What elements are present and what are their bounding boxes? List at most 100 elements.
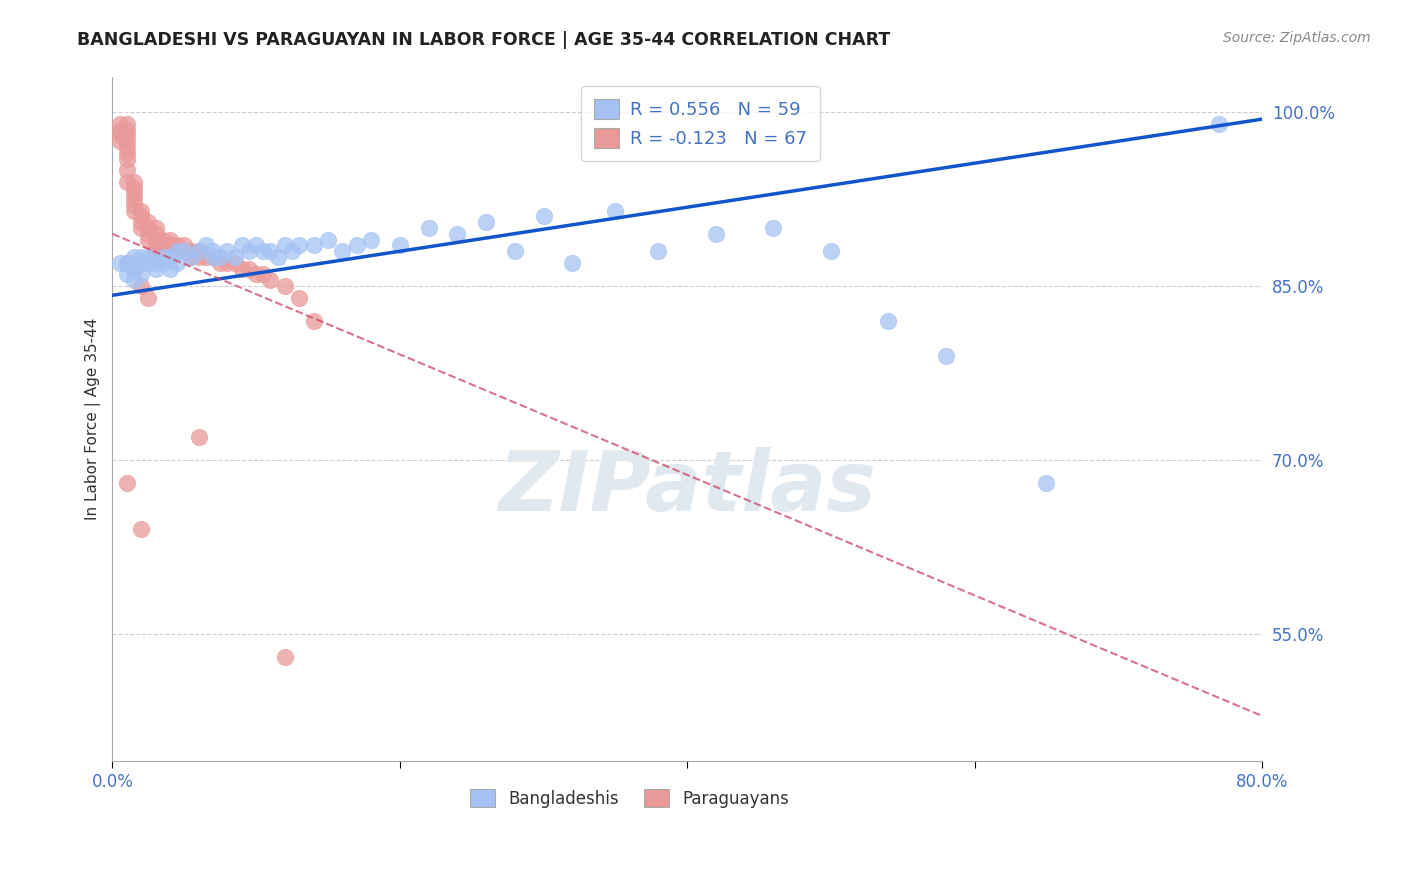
Point bbox=[475, 215, 498, 229]
Point bbox=[194, 250, 217, 264]
Point bbox=[159, 233, 181, 247]
Point bbox=[152, 244, 174, 259]
Point bbox=[152, 256, 174, 270]
Point bbox=[388, 238, 411, 252]
Point bbox=[201, 250, 224, 264]
Text: Source: ZipAtlas.com: Source: ZipAtlas.com bbox=[1223, 31, 1371, 45]
Point bbox=[187, 250, 209, 264]
Point bbox=[201, 250, 224, 264]
Point bbox=[245, 268, 267, 282]
Point bbox=[238, 244, 260, 259]
Legend: Bangladeshis, Paraguayans: Bangladeshis, Paraguayans bbox=[464, 783, 796, 814]
Point bbox=[201, 244, 224, 259]
Point bbox=[129, 203, 152, 218]
Point bbox=[138, 227, 160, 241]
Point bbox=[187, 430, 209, 444]
Point bbox=[209, 256, 232, 270]
Point bbox=[115, 256, 138, 270]
Point bbox=[122, 198, 145, 212]
Point bbox=[533, 210, 555, 224]
Point bbox=[138, 233, 160, 247]
Point bbox=[145, 244, 167, 259]
Point bbox=[115, 175, 138, 189]
Point bbox=[224, 250, 246, 264]
Point bbox=[274, 279, 297, 293]
Point bbox=[288, 291, 311, 305]
Point bbox=[605, 203, 627, 218]
Point bbox=[122, 261, 145, 276]
Point bbox=[360, 233, 382, 247]
Point bbox=[159, 250, 181, 264]
Point bbox=[173, 238, 195, 252]
Point bbox=[238, 261, 260, 276]
Point bbox=[145, 261, 167, 276]
Point bbox=[217, 244, 239, 259]
Point bbox=[1035, 475, 1057, 490]
Point bbox=[180, 244, 202, 259]
Y-axis label: In Labor Force | Age 35-44: In Labor Force | Age 35-44 bbox=[86, 318, 101, 520]
Point bbox=[152, 238, 174, 252]
Point bbox=[217, 256, 239, 270]
Point bbox=[561, 256, 583, 270]
Point bbox=[122, 203, 145, 218]
Point bbox=[159, 238, 181, 252]
Point bbox=[187, 244, 209, 259]
Point bbox=[173, 244, 195, 259]
Point bbox=[115, 122, 138, 136]
Point bbox=[266, 250, 288, 264]
Point bbox=[115, 140, 138, 154]
Point bbox=[231, 261, 253, 276]
Point bbox=[180, 250, 202, 264]
Point bbox=[259, 244, 281, 259]
Text: ZIPatlas: ZIPatlas bbox=[498, 447, 876, 528]
Point bbox=[138, 291, 160, 305]
Point bbox=[245, 238, 267, 252]
Point bbox=[180, 250, 202, 264]
Point bbox=[115, 163, 138, 178]
Point bbox=[209, 250, 232, 264]
Point bbox=[704, 227, 727, 241]
Point bbox=[159, 244, 181, 259]
Point bbox=[877, 314, 900, 328]
Point bbox=[274, 238, 297, 252]
Point bbox=[108, 122, 131, 136]
Point bbox=[173, 244, 195, 259]
Point bbox=[122, 175, 145, 189]
Point bbox=[935, 349, 957, 363]
Point bbox=[115, 128, 138, 143]
Point bbox=[129, 215, 152, 229]
Point bbox=[446, 227, 468, 241]
Point bbox=[346, 238, 368, 252]
Point bbox=[138, 221, 160, 235]
Point bbox=[302, 314, 325, 328]
Point bbox=[108, 256, 131, 270]
Point bbox=[330, 244, 353, 259]
Point bbox=[122, 186, 145, 201]
Point bbox=[129, 250, 152, 264]
Point bbox=[129, 268, 152, 282]
Point bbox=[281, 244, 304, 259]
Point bbox=[820, 244, 842, 259]
Point bbox=[166, 244, 188, 259]
Point bbox=[108, 117, 131, 131]
Point bbox=[288, 238, 311, 252]
Point bbox=[129, 256, 152, 270]
Point bbox=[762, 221, 785, 235]
Point bbox=[252, 244, 274, 259]
Point bbox=[224, 256, 246, 270]
Point bbox=[115, 152, 138, 166]
Point bbox=[145, 227, 167, 241]
Point bbox=[159, 261, 181, 276]
Point bbox=[316, 233, 339, 247]
Point bbox=[129, 221, 152, 235]
Point bbox=[166, 256, 188, 270]
Point bbox=[138, 256, 160, 270]
Point bbox=[115, 117, 138, 131]
Text: BANGLADESHI VS PARAGUAYAN IN LABOR FORCE | AGE 35-44 CORRELATION CHART: BANGLADESHI VS PARAGUAYAN IN LABOR FORCE… bbox=[77, 31, 890, 49]
Point bbox=[115, 475, 138, 490]
Point bbox=[145, 233, 167, 247]
Point bbox=[187, 244, 209, 259]
Point bbox=[138, 215, 160, 229]
Point bbox=[274, 649, 297, 664]
Point bbox=[1208, 117, 1230, 131]
